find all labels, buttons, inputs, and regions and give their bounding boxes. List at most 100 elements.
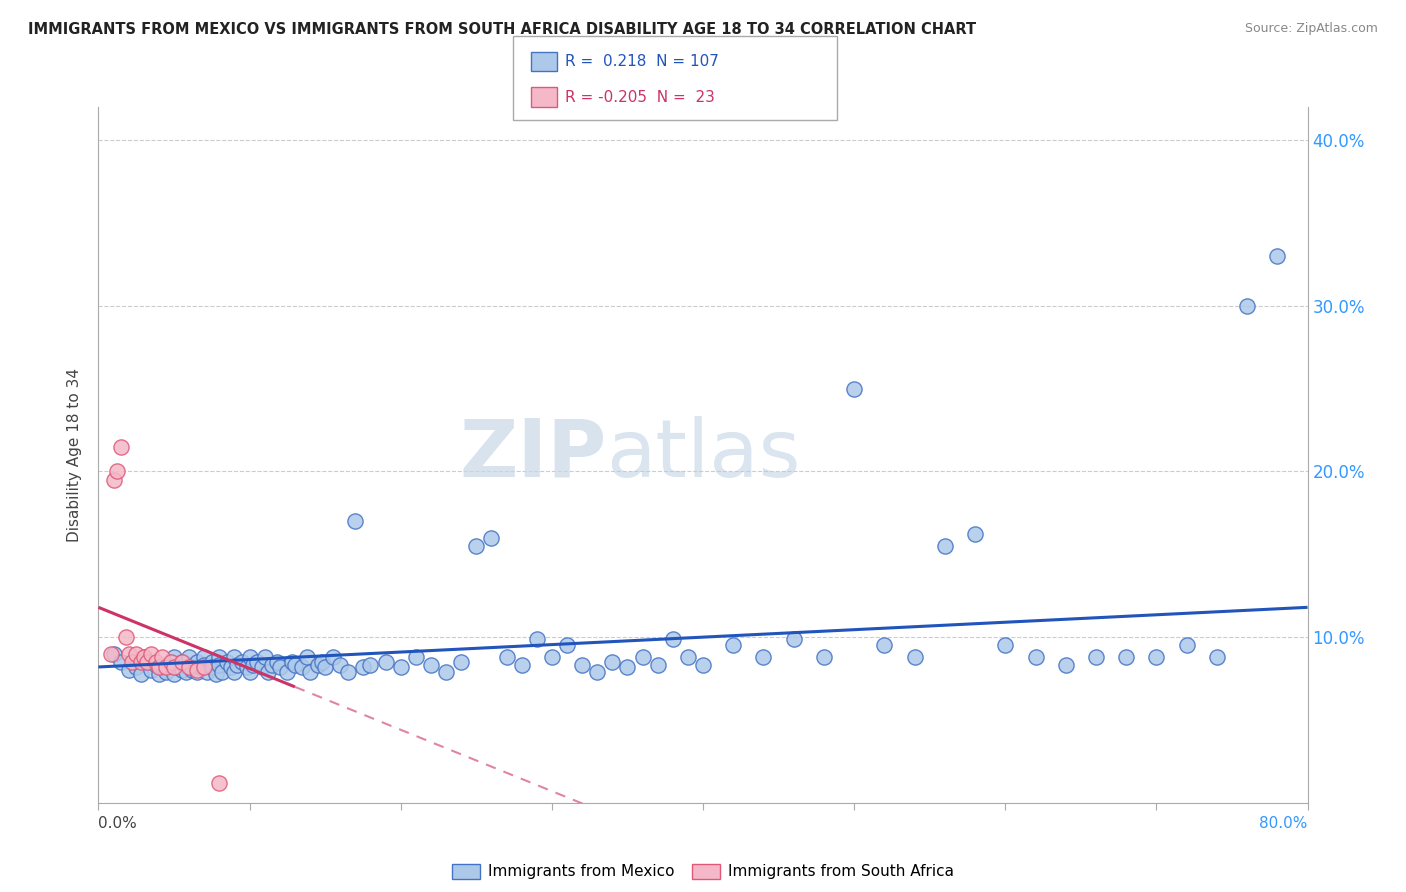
Point [723, 639, 745, 653]
Point [374, 655, 396, 669]
Point [235, 660, 257, 674]
Point [148, 666, 170, 681]
Point [246, 655, 269, 669]
Point [904, 650, 927, 665]
Point [873, 639, 896, 653]
Point [752, 650, 775, 665]
Point [190, 660, 212, 674]
Point [163, 650, 186, 665]
Point [571, 658, 593, 673]
Point [125, 660, 148, 674]
Y-axis label: Disability Age 18 to 34: Disability Age 18 to 34 [67, 368, 83, 542]
Point [155, 665, 177, 679]
Point [389, 660, 412, 674]
Point [1054, 658, 1077, 673]
Point [1024, 650, 1046, 665]
Point [495, 650, 517, 665]
Point [170, 655, 193, 669]
Point [215, 655, 238, 669]
Point [1236, 299, 1258, 313]
Text: R = -0.205  N =  23: R = -0.205 N = 23 [565, 90, 716, 104]
Point [1206, 650, 1229, 665]
Text: IMMIGRANTS FROM MEXICO VS IMMIGRANTS FROM SOUTH AFRICA DISABILITY AGE 18 TO 34 C: IMMIGRANTS FROM MEXICO VS IMMIGRANTS FRO… [28, 22, 976, 37]
Point [110, 440, 132, 454]
Point [266, 655, 288, 669]
Point [179, 658, 201, 673]
Point [647, 658, 669, 673]
Point [145, 658, 167, 673]
Point [352, 660, 374, 674]
Point [129, 666, 152, 681]
Point [329, 658, 352, 673]
Point [186, 655, 208, 669]
Point [295, 650, 318, 665]
Point [163, 666, 186, 681]
Point [179, 660, 201, 674]
Point [1144, 650, 1167, 665]
Point [141, 663, 163, 677]
Point [276, 665, 298, 679]
Point [676, 650, 699, 665]
Point [141, 647, 163, 661]
Point [1085, 650, 1108, 665]
Point [186, 663, 208, 677]
Point [179, 650, 201, 665]
Point [450, 655, 472, 669]
Point [299, 665, 322, 679]
Point [132, 650, 155, 665]
Point [135, 655, 157, 669]
Text: R =  0.218  N = 107: R = 0.218 N = 107 [565, 54, 718, 69]
Point [170, 663, 193, 677]
Point [118, 647, 141, 661]
Text: 0.0%: 0.0% [98, 816, 138, 831]
Point [174, 665, 197, 679]
Point [239, 650, 262, 665]
Point [226, 658, 249, 673]
Point [103, 473, 125, 487]
Point [135, 655, 157, 669]
Point [269, 660, 291, 674]
Point [118, 663, 141, 677]
Point [526, 632, 548, 646]
Point [110, 655, 132, 669]
Point [145, 655, 167, 669]
Point [181, 663, 204, 677]
Point [150, 650, 173, 665]
Point [170, 655, 193, 669]
Point [631, 650, 654, 665]
Point [934, 539, 956, 553]
Point [307, 658, 329, 673]
Point [148, 660, 170, 674]
Point [193, 660, 215, 674]
Text: Source: ZipAtlas.com: Source: ZipAtlas.com [1244, 22, 1378, 36]
Point [239, 665, 262, 679]
Point [224, 650, 246, 665]
Point [195, 665, 218, 679]
Point [481, 531, 503, 545]
Point [262, 658, 284, 673]
Point [129, 655, 152, 669]
Point [1175, 639, 1198, 653]
Point [193, 650, 215, 665]
Point [155, 660, 177, 674]
Point [250, 660, 273, 674]
Point [813, 650, 835, 665]
Point [586, 665, 609, 679]
Point [253, 650, 276, 665]
Point [322, 650, 344, 665]
Point [100, 647, 122, 661]
Point [208, 658, 231, 673]
Point [224, 665, 246, 679]
Point [160, 655, 183, 669]
Text: ZIP: ZIP [458, 416, 606, 494]
Point [783, 632, 806, 646]
Point [662, 632, 685, 646]
Point [360, 658, 382, 673]
Point [163, 660, 186, 674]
Point [336, 665, 359, 679]
Point [540, 650, 562, 665]
Point [150, 660, 173, 674]
Point [166, 660, 188, 674]
Point [105, 465, 128, 479]
Point [256, 665, 278, 679]
